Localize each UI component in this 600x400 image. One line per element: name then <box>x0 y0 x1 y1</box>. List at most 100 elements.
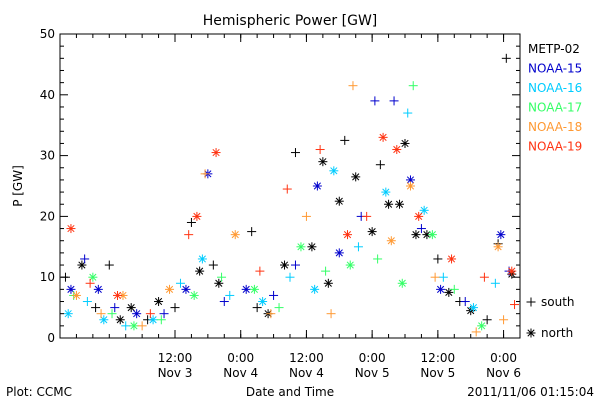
south-point <box>510 300 520 310</box>
north-point <box>93 284 103 294</box>
north-point <box>414 211 424 221</box>
north-point <box>189 290 199 300</box>
south-point <box>274 303 284 313</box>
north-point <box>195 266 205 276</box>
south-point <box>217 272 227 282</box>
north-point <box>280 260 290 270</box>
south-point <box>290 148 300 158</box>
south-point <box>373 254 383 264</box>
series-noaa-18 <box>71 81 509 337</box>
south-point <box>353 242 363 252</box>
south-point <box>266 309 276 319</box>
north-point <box>351 172 361 182</box>
legend: METP-02 NOAA-15 NOAA-16 NOAA-17 NOAA-18 NOAA-… <box>528 42 582 154</box>
x-tick-date: Nov 3 <box>158 366 193 380</box>
south-point <box>282 184 292 194</box>
north-point <box>444 287 454 297</box>
chart-title: Hemispheric Power [GW] <box>203 13 378 29</box>
south-point <box>225 290 235 300</box>
south-point <box>389 96 399 106</box>
north-point <box>66 284 76 294</box>
y-tick-label: 40 <box>40 88 55 102</box>
x-tick-date: Nov 4 <box>223 366 258 380</box>
south-point <box>471 327 481 337</box>
marker-key: south north <box>526 295 575 340</box>
north-point <box>507 266 517 276</box>
south-point <box>91 303 101 313</box>
south-point <box>247 227 257 237</box>
y-tick-label: 0 <box>47 331 55 345</box>
south-point <box>315 145 325 155</box>
north-point <box>241 284 251 294</box>
north-point <box>258 297 268 307</box>
legend-entry: NOAA-18 <box>528 120 582 134</box>
y-axis-label: P [GW] <box>11 165 25 207</box>
legend-entry: METP-02 <box>528 42 580 56</box>
y-tick-label: 30 <box>40 149 55 163</box>
north-point <box>477 321 487 331</box>
north-point <box>197 254 207 264</box>
south-point <box>121 321 131 331</box>
south-point <box>269 290 279 300</box>
north-point <box>447 254 457 264</box>
south-point <box>438 272 448 282</box>
south-point <box>110 303 120 313</box>
north-point <box>214 278 224 288</box>
south-point <box>255 266 265 276</box>
marker-key-label: north <box>541 326 573 340</box>
south-point <box>85 278 95 288</box>
north-point <box>310 284 320 294</box>
south-point <box>408 81 418 91</box>
south-point <box>482 315 492 325</box>
north-point <box>378 132 388 142</box>
south-point <box>96 309 106 319</box>
south-point <box>362 211 372 221</box>
series-noaa-19 <box>66 132 520 319</box>
y-tick-label: 20 <box>40 209 55 223</box>
x-tick-date: Nov 6 <box>486 366 521 380</box>
north-point <box>249 284 259 294</box>
y-axis: 0 10 20 30 40 50 <box>40 27 520 345</box>
north-point <box>329 166 339 176</box>
south-point <box>290 260 300 270</box>
south-point <box>501 53 511 63</box>
north-point <box>397 278 407 288</box>
south-point <box>430 272 440 282</box>
south-point <box>321 266 331 276</box>
north-point <box>181 284 191 294</box>
marker-key-label: south <box>541 295 575 309</box>
series-noaa-17 <box>69 81 487 331</box>
north-point <box>436 284 446 294</box>
x-tick-date: Nov 4 <box>289 366 324 380</box>
north-point <box>307 242 317 252</box>
footer-timestamp: 2011/11/06 01:15:04 <box>467 385 594 399</box>
legend-entry: NOAA-19 <box>528 140 582 154</box>
north-point <box>405 181 415 191</box>
north-point <box>343 230 352 240</box>
north-point <box>126 303 136 313</box>
south-point <box>82 297 92 307</box>
north-point <box>419 205 429 215</box>
legend-entry: NOAA-15 <box>528 62 582 76</box>
south-point <box>375 160 385 170</box>
north-point <box>66 224 76 234</box>
north-point <box>386 236 396 246</box>
south-point <box>449 284 459 294</box>
north-point <box>312 181 322 191</box>
y-tick-label: 10 <box>40 270 55 284</box>
x-tick-time: 0:00 <box>359 351 386 365</box>
south-point <box>156 315 166 325</box>
south-point <box>285 272 295 282</box>
north-point <box>345 260 355 270</box>
south-point <box>175 278 185 288</box>
south-point <box>348 81 358 91</box>
north-point <box>318 157 328 167</box>
north-point <box>427 230 437 240</box>
north-point <box>192 211 202 221</box>
south-point <box>499 315 509 325</box>
north-point <box>334 248 344 258</box>
north-point <box>165 284 175 294</box>
series-noaa-16 <box>63 108 500 331</box>
south-point <box>340 135 350 145</box>
legend-entry: NOAA-17 <box>528 101 582 115</box>
